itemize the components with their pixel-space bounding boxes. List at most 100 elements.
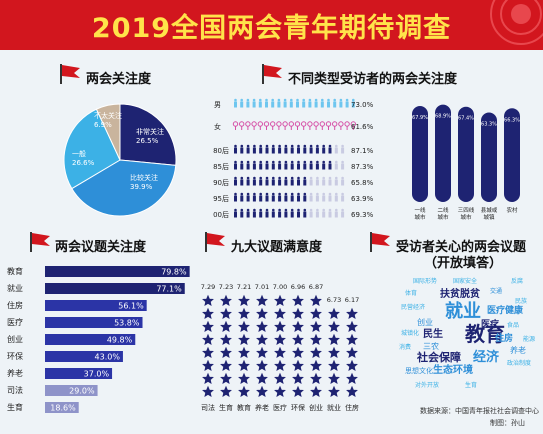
person-icon	[315, 144, 319, 154]
person-body	[297, 211, 300, 218]
person-icon	[328, 144, 332, 154]
star-icon	[292, 307, 304, 320]
satisfaction-value: 7.23	[219, 283, 233, 291]
star-icon	[274, 385, 286, 398]
word-cloud-term: 创业	[417, 317, 433, 327]
person-head	[240, 208, 244, 212]
star-icon	[256, 333, 268, 346]
person-icon	[315, 176, 319, 186]
author-credit: 制图：孙山	[490, 419, 525, 427]
person-head	[240, 160, 244, 164]
person-head	[284, 208, 288, 212]
star-icon	[202, 307, 214, 320]
word-cloud-term: 消费	[399, 343, 411, 351]
person-head	[240, 176, 244, 180]
issue-bar	[45, 317, 143, 328]
star-icon	[220, 307, 232, 320]
person-body	[290, 211, 294, 218]
satisfaction-label: 养老	[255, 403, 269, 412]
person-icon	[271, 176, 275, 186]
person-body	[341, 163, 345, 170]
star-icon	[292, 320, 304, 333]
person-icon	[234, 176, 237, 186]
person-icon	[338, 121, 344, 130]
star-icon	[310, 333, 322, 346]
person-body	[259, 147, 263, 154]
star-icon	[346, 346, 358, 359]
person-icon	[315, 208, 319, 218]
person-head	[234, 160, 237, 164]
star-icon	[202, 294, 214, 307]
person-body	[297, 147, 300, 154]
category-value: 65.8%	[351, 179, 374, 187]
star-icon	[274, 294, 286, 307]
person-head	[265, 98, 268, 102]
star-icon	[328, 385, 340, 398]
word-cloud-term: 对外开放	[415, 381, 439, 389]
person-body	[265, 101, 268, 108]
person-icon	[290, 144, 294, 154]
person-icon	[259, 176, 263, 186]
person-head	[309, 208, 313, 212]
star-icon	[328, 307, 340, 320]
category-label: 00后	[213, 210, 229, 219]
star-icon	[256, 359, 268, 372]
star-icon	[238, 307, 250, 320]
person-head	[272, 144, 275, 148]
person-head	[278, 208, 281, 212]
person-body	[302, 101, 306, 108]
star-icon	[274, 346, 286, 359]
person-icon	[320, 98, 324, 108]
person-icon	[265, 144, 269, 154]
city-label: 城市	[414, 213, 426, 221]
person-icon	[319, 121, 326, 130]
city-label: 三四线	[458, 206, 475, 214]
female-symbol-circle	[325, 121, 332, 127]
star-icon	[238, 320, 250, 333]
person-head	[316, 192, 319, 196]
pie-slice	[119, 103, 177, 166]
star-icon	[346, 307, 358, 320]
person-head	[290, 98, 293, 102]
person-icon	[240, 176, 244, 186]
person-head	[322, 208, 325, 212]
person-head	[278, 192, 281, 196]
category-label: 95后	[213, 194, 229, 203]
person-head	[303, 144, 307, 148]
person-icon	[265, 176, 269, 186]
person-body	[246, 195, 250, 202]
person-head	[234, 176, 237, 180]
data-source: 数据来源：中国青年报社社会调查中心	[420, 407, 539, 415]
person-body	[277, 101, 281, 108]
person-body	[315, 211, 319, 218]
city-bar	[435, 104, 451, 202]
person-head	[297, 176, 300, 180]
star-icon	[274, 333, 286, 346]
person-body	[328, 147, 332, 154]
person-icon	[246, 160, 250, 170]
city-bar-value: 63.3%	[481, 122, 497, 128]
city-label: 一线	[414, 206, 426, 214]
satisfaction-value: 7.29	[201, 283, 215, 291]
person-head	[345, 98, 349, 102]
pie-slice	[71, 159, 177, 217]
star-icon	[256, 372, 268, 385]
pie-slice-value: 26.6%	[72, 159, 95, 167]
person-body	[252, 211, 256, 218]
person-icon	[314, 98, 318, 108]
star-icon	[292, 294, 304, 307]
person-head	[246, 144, 250, 148]
person-head	[253, 144, 256, 148]
issue-label: 生育	[7, 402, 23, 412]
person-icon	[290, 160, 294, 170]
person-body	[271, 163, 275, 170]
person-icon	[341, 208, 345, 218]
person-head	[253, 176, 256, 180]
issue-value: 18.6%	[50, 404, 76, 413]
person-body	[328, 195, 332, 202]
female-symbol-circle	[307, 121, 313, 127]
person-body	[303, 211, 307, 218]
person-icon	[271, 160, 275, 170]
category-value: 63.9%	[351, 195, 374, 203]
